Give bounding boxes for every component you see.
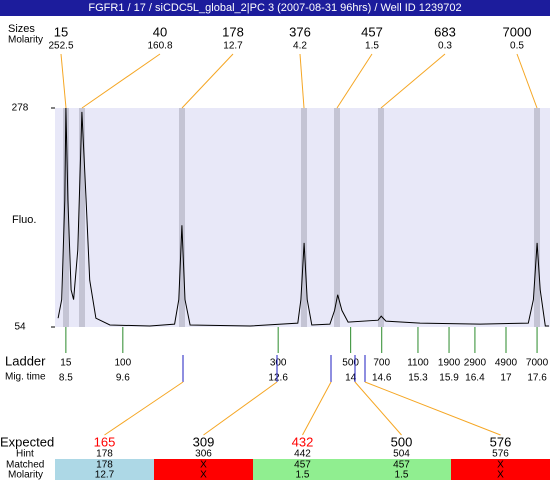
- expected-connector: [203, 381, 278, 436]
- peak-connector: [299, 53, 305, 109]
- expected-value: 165: [94, 434, 116, 449]
- y-label: Fluo.: [12, 214, 36, 226]
- peak-band: [79, 108, 85, 327]
- peak-molarity: 0.5: [510, 41, 524, 52]
- ladder-size: 700: [373, 358, 390, 369]
- peak-band: [63, 108, 69, 327]
- molarity-label: Molarity: [8, 470, 43, 480]
- peak-connector: [380, 53, 446, 109]
- peak-band: [334, 108, 340, 327]
- peak-connector: [81, 53, 161, 109]
- hint-label: Hint: [16, 449, 34, 460]
- ladder-time: 15.9: [439, 373, 459, 384]
- expected-connector: [354, 381, 402, 436]
- title-bar: [0, 0, 550, 16]
- match-cell: [154, 459, 253, 480]
- hint-value: 504: [393, 449, 410, 460]
- expected-value: 432: [292, 434, 314, 449]
- match-cell: [352, 459, 451, 480]
- matched-value: X: [200, 460, 207, 471]
- matched-molarity: 12.7: [95, 470, 115, 480]
- y-tick-label: 278: [12, 103, 29, 114]
- peak-molarity: 1.5: [365, 41, 379, 52]
- trace: [57, 107, 549, 327]
- ladder-size: 4900: [495, 358, 518, 369]
- ladder-time: 8.5: [59, 373, 73, 384]
- ladder-time: 17.6: [527, 373, 547, 384]
- molarity-label: Molarity: [8, 35, 43, 46]
- expected-value: 309: [193, 434, 215, 449]
- expected-value: 576: [490, 434, 512, 449]
- peak-size: 376: [289, 24, 311, 39]
- matched-molarity: X: [497, 470, 504, 480]
- hint-value: 576: [492, 449, 509, 460]
- matched-molarity: 1.5: [296, 470, 310, 480]
- y-tick-label: 54: [14, 322, 26, 333]
- ladder-size: 300: [270, 358, 287, 369]
- ladder-size: 500: [342, 358, 359, 369]
- ladder-label: Ladder: [5, 353, 46, 368]
- peak-connector: [336, 53, 373, 109]
- peak-size: 7000: [503, 24, 532, 39]
- peak-molarity: 0.3: [438, 41, 452, 52]
- peak-connector: [181, 53, 234, 109]
- ladder-size: 1900: [438, 358, 461, 369]
- matched-molarity: 1.5: [395, 470, 409, 480]
- peak-connector: [516, 53, 538, 109]
- expected-label: Expected: [0, 434, 54, 449]
- peak-band: [534, 108, 540, 327]
- title: FGFR1 / 17 / siCDC5L_global_2|PC 3 (2007…: [88, 2, 461, 14]
- peak-size: 15: [54, 24, 68, 39]
- peak-band: [179, 108, 185, 327]
- matched-value: X: [497, 460, 504, 471]
- hint-value: 178: [96, 449, 113, 460]
- peak-molarity: 252.5: [48, 41, 73, 52]
- ladder-size: 2900: [464, 358, 487, 369]
- peak-size: 457: [361, 24, 383, 39]
- ladder-time: 16.4: [465, 373, 485, 384]
- matched-value: 457: [393, 460, 410, 471]
- peak-size: 178: [222, 24, 244, 39]
- ladder-time: 14: [345, 373, 357, 384]
- ladder-time: 9.6: [116, 373, 130, 384]
- hint-value: 442: [294, 449, 311, 460]
- sizes-label: Sizes: [8, 23, 35, 35]
- ladder-size: 1100: [407, 358, 429, 369]
- match-cell: [55, 459, 154, 480]
- matched-molarity: X: [200, 470, 207, 480]
- expected-connector: [302, 381, 332, 436]
- match-cell: [253, 459, 352, 480]
- peak-connector: [60, 53, 67, 109]
- peak-molarity: 4.2: [293, 41, 307, 52]
- ladder-size: 100: [114, 358, 131, 369]
- hint-value: 306: [195, 449, 212, 460]
- peak-band: [378, 108, 384, 327]
- ladder-time: 14.6: [372, 373, 392, 384]
- peak-molarity: 12.7: [223, 41, 243, 52]
- ladder-time: 15.3: [408, 373, 428, 384]
- matched-value: 457: [294, 460, 311, 471]
- matched-label: Matched: [6, 460, 44, 471]
- matched-value: 178: [96, 460, 113, 471]
- peak-band: [301, 108, 307, 327]
- expected-connector: [104, 381, 184, 436]
- match-cell: [451, 459, 550, 480]
- ladder-time: 17: [500, 373, 512, 384]
- peak-bands: [63, 108, 540, 327]
- expected-value: 500: [391, 434, 413, 449]
- ladder-size: 7000: [526, 358, 549, 369]
- peak-molarity: 160.8: [147, 41, 172, 52]
- peak-size: 40: [153, 24, 167, 39]
- ladder-time: 12.6: [268, 373, 288, 384]
- mig-time-label: Mig. time: [5, 372, 46, 383]
- ladder-size: 15: [60, 358, 72, 369]
- peak-size: 683: [434, 24, 456, 39]
- expected-connector: [364, 381, 501, 436]
